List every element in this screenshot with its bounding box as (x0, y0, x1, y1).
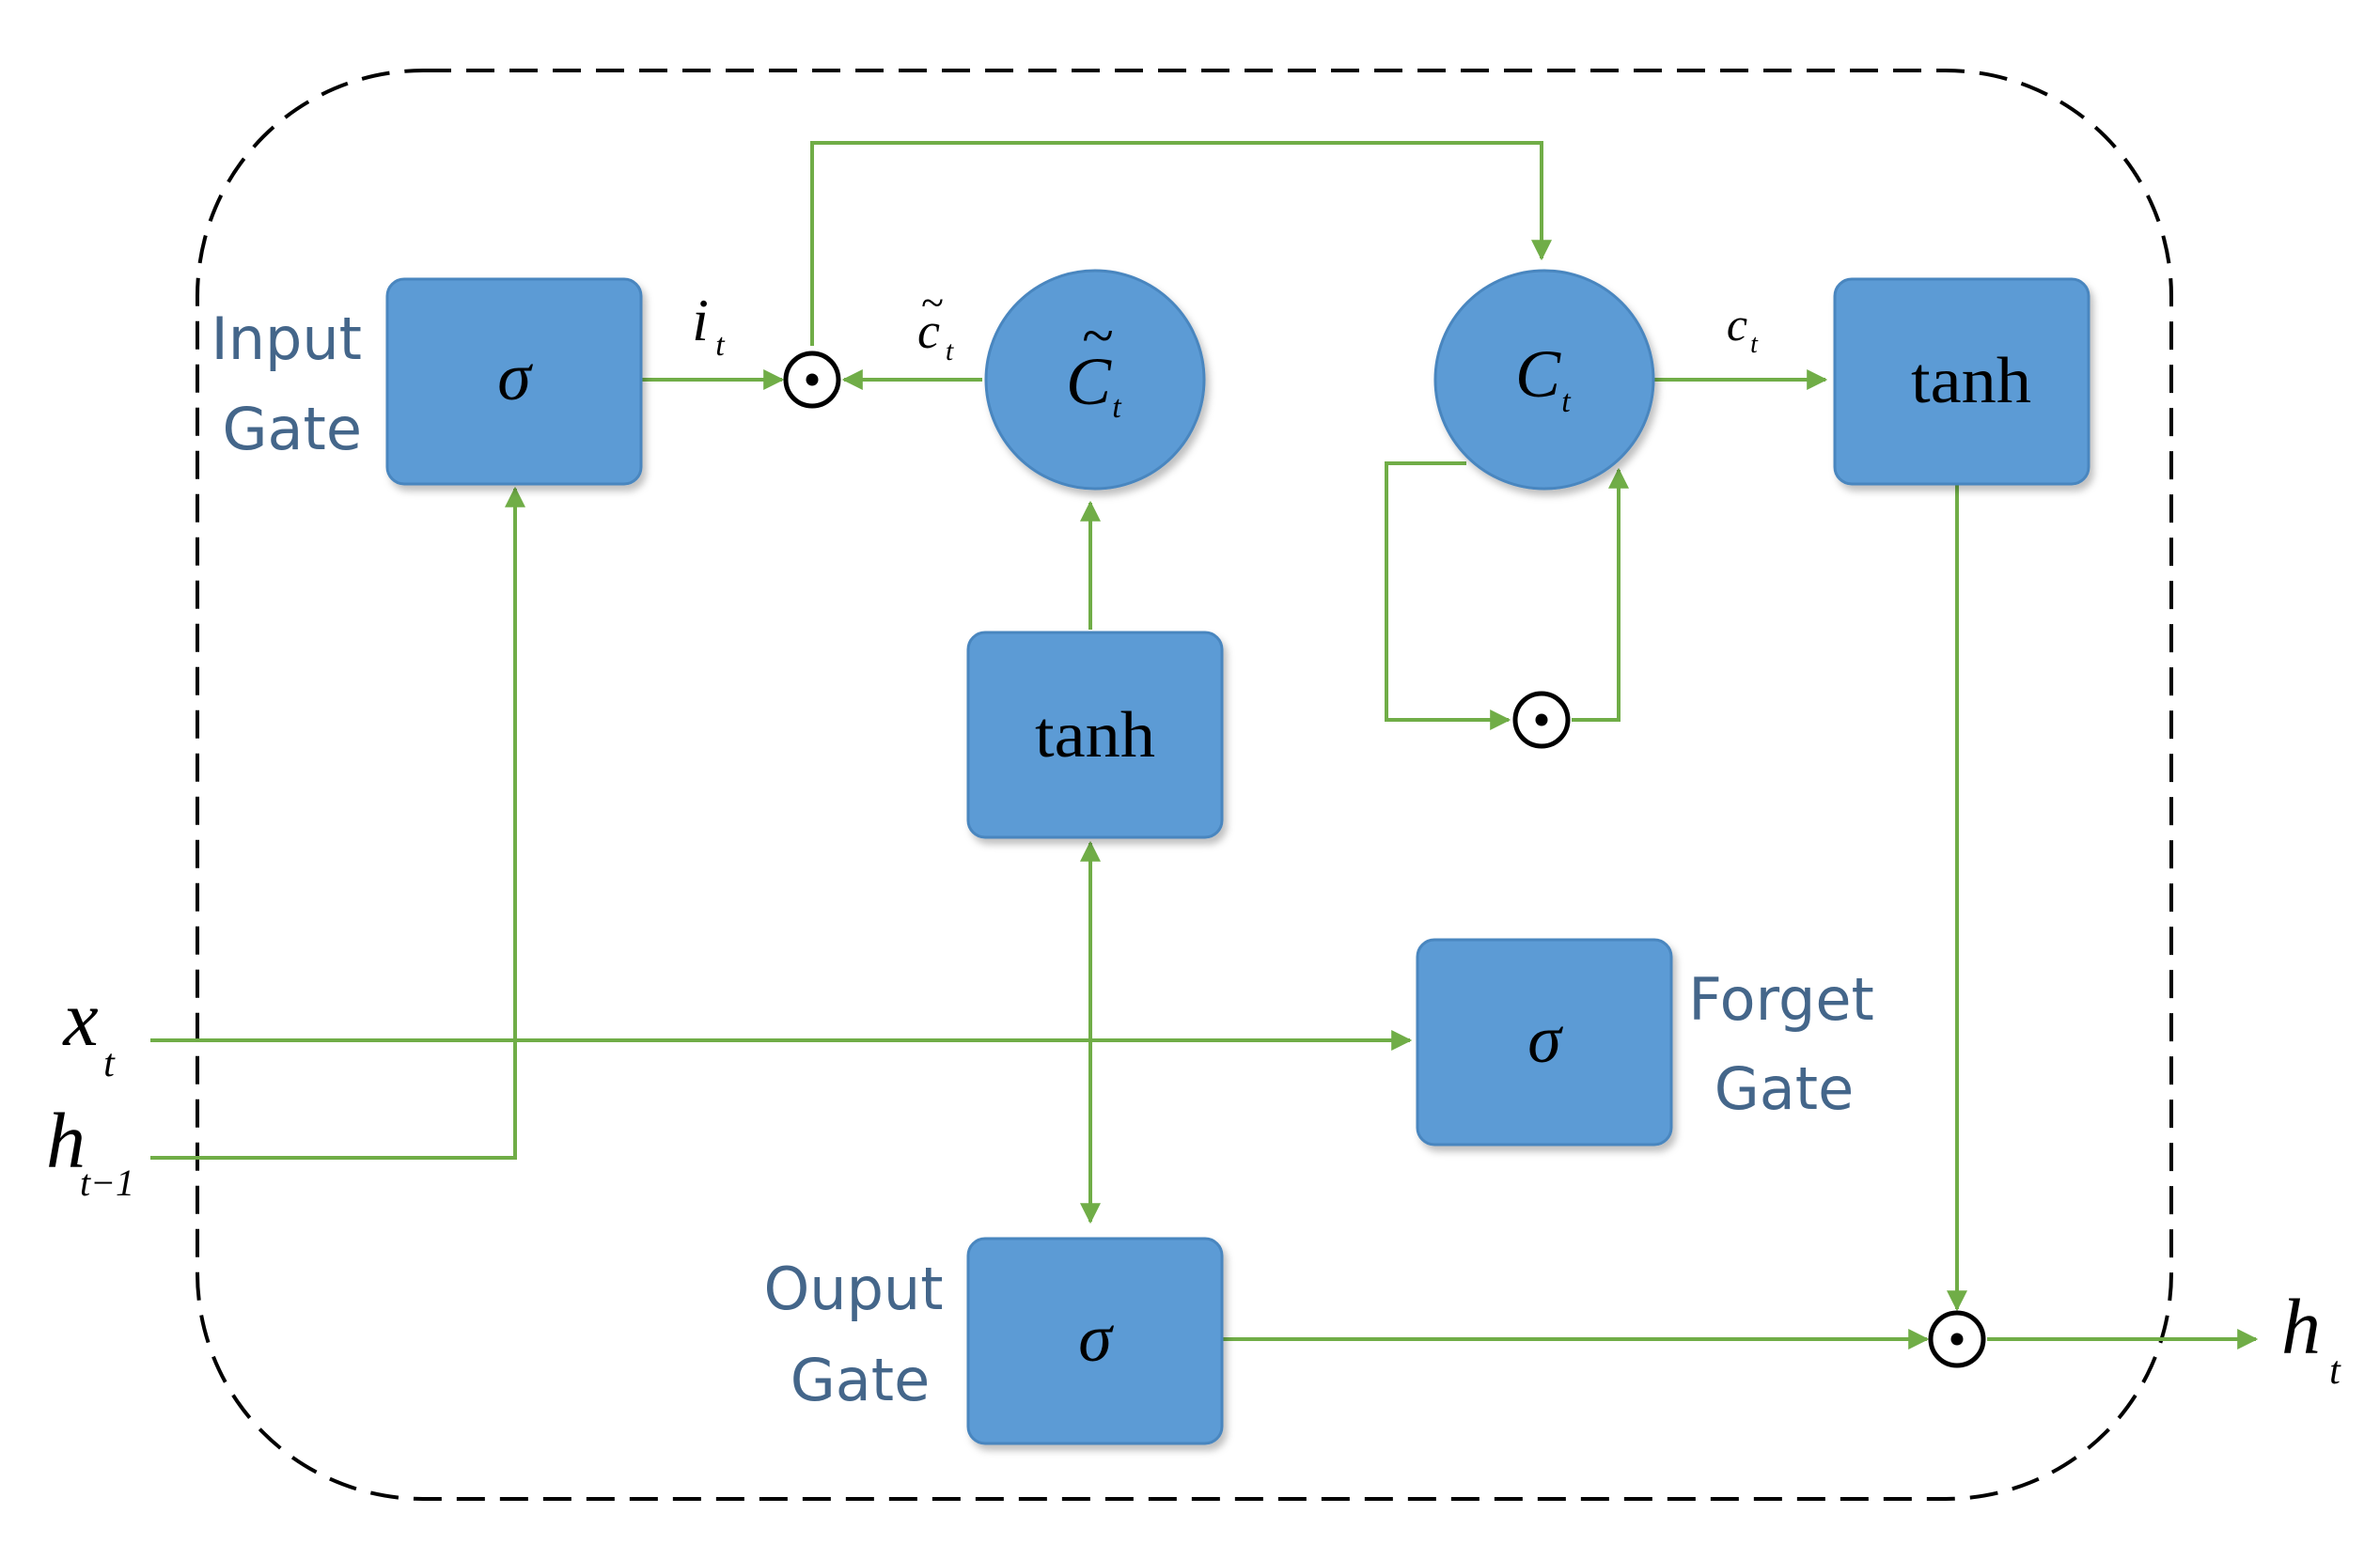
cell-state-symbol: C (1515, 336, 1561, 412)
input-xt-subscript: t (103, 1042, 116, 1085)
multiply-forget-icon (1512, 691, 1571, 749)
cell-state-circle (1433, 269, 1655, 491)
tanh-output-label: tanh (1911, 345, 2031, 417)
candidate-cell-symbol: C (1066, 344, 1112, 419)
state-circles (984, 269, 1655, 491)
lstm-cell-boundary (196, 69, 2173, 1501)
signal-ct-subscript: t (1750, 330, 1759, 359)
gate-names: Input Gate Forget Gate Ouput Gate (211, 304, 1873, 1414)
input-ht-1: h (46, 1098, 86, 1185)
multiply-output-icon (1928, 1310, 1986, 1368)
candidate-cell-circle (984, 269, 1206, 491)
signal-ctilde-accent: ~ (921, 280, 944, 326)
candidate-cell-tilde: ~ (1082, 304, 1114, 368)
signal-ctilde: c (917, 303, 940, 359)
multiply-input-icon (783, 351, 841, 409)
input-ht-1-subscript: t−1 (80, 1162, 134, 1204)
output-ht: h (2281, 1284, 2321, 1371)
arrow-ht-1-to-input-gate (150, 486, 525, 1160)
signal-labels: i t ~ c t c t x t h t−1 h t (46, 280, 2341, 1393)
input-gate-box (385, 277, 643, 486)
tanh-candidate-label: tanh (1035, 699, 1155, 772)
connections (150, 141, 2259, 1349)
arrow-forget-multiply-to-cell-state (1572, 467, 1629, 722)
input-gate-sigma: σ (497, 339, 533, 414)
output-ht-subscript: t (2329, 1349, 2341, 1393)
forget-gate-label-line2: Gate (1715, 1054, 1855, 1123)
output-gate-label-line2: Gate (791, 1346, 931, 1414)
tanh-candidate-box (966, 631, 1224, 839)
output-gate-sigma: σ (1078, 1301, 1114, 1376)
arrow-cell-state-to-forget-multiply (1385, 461, 1511, 730)
signal-it: i (692, 287, 709, 353)
cell-state-subscript: t (1561, 384, 1572, 419)
tanh-output-box (1833, 277, 2090, 486)
output-gate-box (966, 1237, 1224, 1445)
node-labels: σ σ σ tanh tanh ~ C t C t (497, 304, 2031, 1376)
signal-it-subscript: t (715, 328, 726, 363)
candidate-cell-subscript: t (1112, 390, 1122, 425)
input-gate-label-line2: Gate (223, 395, 363, 463)
forget-gate-box (1416, 938, 1673, 1147)
forget-gate-sigma: σ (1527, 1002, 1563, 1077)
signal-ct: c (1727, 298, 1747, 351)
signal-ctilde-subscript: t (946, 335, 954, 367)
output-gate-label-line1: Ouput (763, 1255, 943, 1323)
input-gate-label-line1: Input (211, 304, 362, 373)
forget-gate-label-line1: Forget (1688, 965, 1874, 1034)
input-xt: x (61, 975, 98, 1063)
multiply-operators (783, 351, 1986, 1368)
arrow-multiply-to-cell-state (810, 141, 1552, 346)
gate-boxes (385, 277, 2090, 1445)
